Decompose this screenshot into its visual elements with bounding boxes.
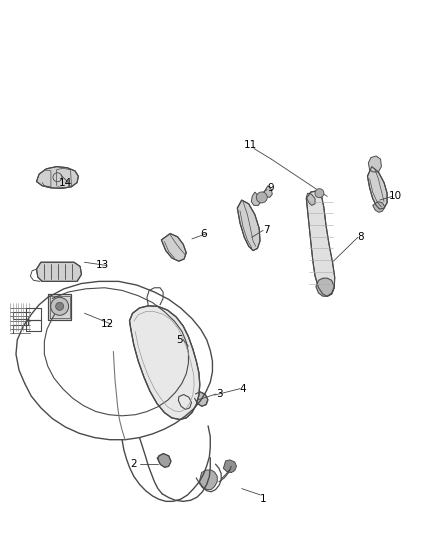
Text: 4: 4 bbox=[240, 384, 246, 394]
Text: 9: 9 bbox=[267, 183, 274, 193]
Polygon shape bbox=[36, 262, 81, 281]
Circle shape bbox=[51, 297, 69, 316]
Polygon shape bbox=[223, 460, 237, 473]
Text: 12: 12 bbox=[101, 319, 114, 329]
Polygon shape bbox=[36, 167, 78, 188]
Polygon shape bbox=[316, 278, 334, 296]
Polygon shape bbox=[264, 185, 272, 197]
Text: 11: 11 bbox=[244, 140, 257, 150]
Text: 13: 13 bbox=[95, 261, 109, 270]
Text: 1: 1 bbox=[259, 494, 266, 504]
Text: 5: 5 bbox=[177, 335, 183, 345]
Polygon shape bbox=[373, 201, 385, 212]
Text: 2: 2 bbox=[131, 459, 137, 469]
Text: 3: 3 bbox=[215, 389, 223, 399]
Polygon shape bbox=[368, 156, 381, 172]
Polygon shape bbox=[306, 191, 335, 296]
Polygon shape bbox=[130, 306, 200, 419]
Polygon shape bbox=[194, 391, 208, 406]
Polygon shape bbox=[157, 454, 171, 467]
Polygon shape bbox=[367, 167, 387, 209]
Polygon shape bbox=[251, 192, 261, 205]
Polygon shape bbox=[306, 193, 315, 205]
Circle shape bbox=[56, 302, 64, 310]
Text: 6: 6 bbox=[201, 229, 207, 239]
Text: 14: 14 bbox=[59, 177, 72, 188]
Polygon shape bbox=[237, 200, 260, 251]
Polygon shape bbox=[199, 470, 217, 490]
Text: 7: 7 bbox=[263, 225, 269, 236]
Polygon shape bbox=[161, 233, 186, 261]
Polygon shape bbox=[48, 294, 71, 320]
Circle shape bbox=[315, 189, 324, 198]
Text: 10: 10 bbox=[389, 191, 403, 201]
Polygon shape bbox=[177, 394, 191, 409]
Text: 8: 8 bbox=[357, 232, 364, 243]
Circle shape bbox=[256, 192, 267, 203]
